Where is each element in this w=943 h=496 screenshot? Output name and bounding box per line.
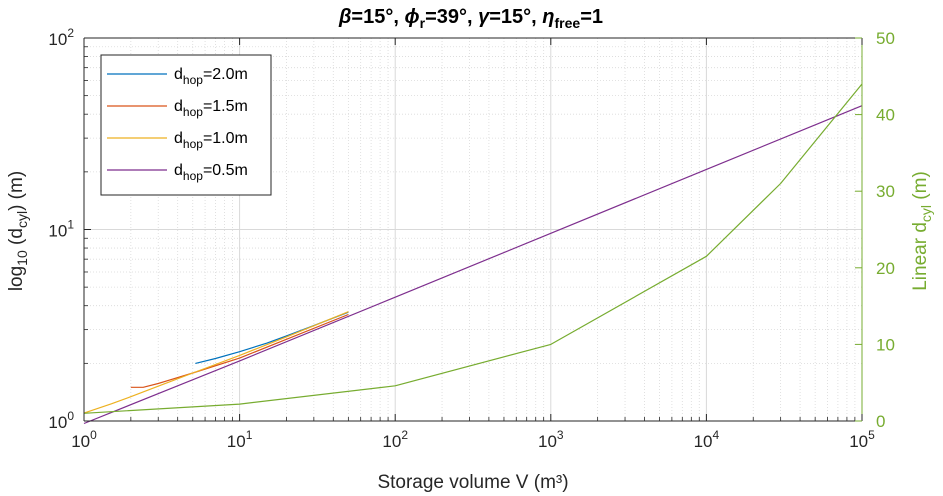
legend-label: dhop=0.5m <box>174 162 248 183</box>
x-tick-label: 101 <box>227 428 253 451</box>
y-tick-label-right: 30 <box>876 182 895 201</box>
y-axis-label-left: log10 (dcyl) (m) <box>6 171 30 291</box>
legend-item: dhop=1.5m <box>107 98 248 119</box>
legend-label: dhop=1.0m <box>174 130 248 151</box>
chart-title: β=15°, ϕr=39°, γ=15°, ηfree=1 <box>338 6 603 31</box>
y-tick-label-left: 101 <box>48 218 74 241</box>
legend-item: dhop=0.5m <box>107 162 248 183</box>
legend-box <box>100 54 272 196</box>
y-axis-label-right: Linear dcyl (m) <box>910 171 934 291</box>
x-tick-label: 105 <box>849 428 875 451</box>
x-tick-label: 100 <box>71 428 97 451</box>
x-tick-label: 103 <box>538 428 564 451</box>
legend-label: dhop=2.0m <box>174 66 248 87</box>
y-tick-label-right: 20 <box>876 259 895 278</box>
legend-item: dhop=2.0m <box>107 66 248 87</box>
y-tick-label-right: 40 <box>876 106 895 125</box>
series-layer <box>83 83 863 425</box>
y-tick-label-right: 50 <box>876 29 895 48</box>
y-tick-label-left: 102 <box>48 26 74 49</box>
legend-label: dhop=1.5m <box>174 98 248 119</box>
series-line-2 <box>83 311 349 414</box>
x-tick-label: 104 <box>694 428 720 451</box>
y-tick-label-left: 100 <box>48 409 74 432</box>
x-axis-label: Storage volume V (m³) <box>377 472 568 493</box>
legend: dhop=2.0m dhop=1.5m dhop=1.0m dhop=0.5m <box>100 54 272 196</box>
x-tick-label: 102 <box>382 428 408 451</box>
y-tick-label-right: 10 <box>876 335 895 354</box>
legend-item: dhop=1.0m <box>107 130 248 151</box>
y-tick-label-right: 0 <box>876 412 885 431</box>
axes <box>83 37 863 422</box>
series-line-4 <box>83 83 863 414</box>
series-line-3 <box>83 105 863 425</box>
